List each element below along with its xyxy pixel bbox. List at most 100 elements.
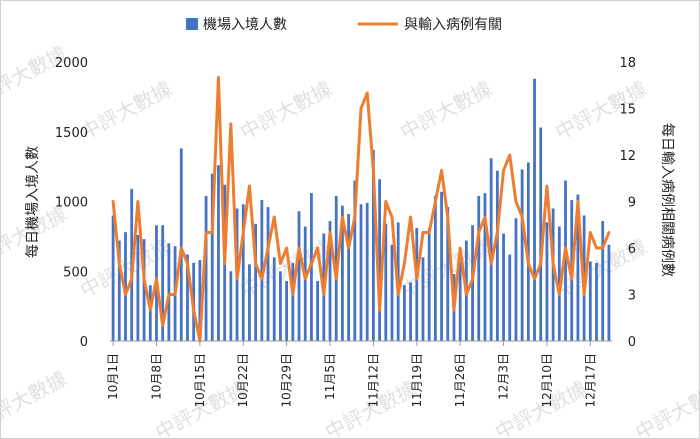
bar-airport-arrivals <box>402 285 406 341</box>
bar-airport-arrivals <box>446 207 450 341</box>
bar-airport-arrivals <box>520 169 524 341</box>
legend-label-bar: 機場入境人數 <box>203 17 287 33</box>
bar-airport-arrivals <box>316 281 320 341</box>
x-tick-label: 11月5日 <box>323 353 337 400</box>
y-right-tick-label: 0 <box>628 335 636 350</box>
bar-airport-arrivals <box>266 207 270 341</box>
y-right-tick-label: 9 <box>628 196 636 211</box>
legend-swatch-bar <box>186 18 198 30</box>
bar-airport-arrivals <box>204 195 208 341</box>
bar-airport-arrivals <box>347 214 350 341</box>
bar-airport-arrivals <box>551 208 555 341</box>
bar-airport-arrivals <box>198 260 202 341</box>
bar-airport-arrivals <box>136 234 140 341</box>
y-right-tick-label: 18 <box>619 56 636 71</box>
bar-airport-arrivals <box>588 261 592 341</box>
bar-airport-arrivals <box>427 228 431 341</box>
bar-airport-arrivals <box>341 205 344 341</box>
bar-airport-arrivals <box>111 215 115 341</box>
bar-airport-arrivals <box>502 233 505 341</box>
x-tick-label: 11月19日 <box>410 353 424 408</box>
bar-airport-arrivals <box>186 254 189 341</box>
bar-airport-arrivals <box>390 244 394 341</box>
bar-airport-arrivals <box>378 179 381 341</box>
x-tick-label: 12月17日 <box>583 353 597 408</box>
bar-airport-arrivals <box>545 222 549 341</box>
x-tick-label: 10月29日 <box>280 353 294 408</box>
x-tick-label: 10月8日 <box>149 353 163 400</box>
bar-airport-arrivals <box>117 240 121 341</box>
bar-airport-arrivals <box>241 204 245 341</box>
bar-airport-arrivals <box>248 264 251 341</box>
bar-airport-arrivals <box>161 225 165 341</box>
bar-airport-arrivals <box>415 228 419 341</box>
bar-airport-arrivals <box>489 158 493 341</box>
bar-airport-arrivals <box>440 191 443 341</box>
bar-airport-arrivals <box>514 218 518 341</box>
bar-airport-arrivals <box>303 226 307 341</box>
bar-airport-arrivals <box>291 262 295 341</box>
bar-airport-arrivals <box>142 239 146 341</box>
y-left-tick-label: 0 <box>80 335 88 350</box>
bar-airport-arrivals <box>353 180 357 341</box>
legend: 機場入境人數 與輸入病例有關 <box>186 17 502 33</box>
bar-airport-arrivals <box>124 232 127 341</box>
bar-airport-arrivals <box>471 225 474 341</box>
bar-airport-arrivals <box>359 204 363 341</box>
y-right-tick-label: 15 <box>619 103 636 118</box>
y-left-tick-label: 500 <box>63 265 88 280</box>
line-series <box>111 76 611 343</box>
axes: 0 500 1000 1500 2000 0 3 6 9 12 15 18 10月1日 10月8日 10月1… <box>25 56 675 408</box>
bar-airport-arrivals <box>495 170 499 341</box>
x-tick-label: 10月22日 <box>236 353 250 408</box>
x-tick-label: 12月3日 <box>497 353 511 400</box>
bar-airport-arrivals <box>526 162 530 341</box>
y-left-axis-title: 每日機場入境人數 <box>25 146 41 258</box>
x-tick-label: 10月1日 <box>106 353 120 400</box>
bar-airport-arrivals <box>272 257 276 341</box>
bar-airport-arrivals <box>279 271 282 341</box>
bar-airport-arrivals <box>365 202 369 341</box>
bar-airport-arrivals <box>576 194 580 341</box>
bar-airport-arrivals <box>372 149 375 341</box>
bar-airport-arrivals <box>483 193 487 341</box>
bar-airport-arrivals <box>607 244 611 341</box>
bar-airport-arrivals <box>421 257 425 341</box>
bar-airport-arrivals <box>254 223 258 341</box>
y-right-tick-label: 3 <box>628 289 636 304</box>
x-tick-label: 10月15日 <box>193 353 207 408</box>
bar-airport-arrivals <box>217 165 220 341</box>
legend-label-line: 與輸入病例有關 <box>404 17 502 33</box>
bar-airport-arrivals <box>179 148 183 341</box>
bar-airport-arrivals <box>595 262 598 341</box>
y-right-tick-label: 6 <box>628 242 636 257</box>
bar-airport-arrivals <box>285 281 289 341</box>
x-tick-label: 11月26日 <box>453 353 467 408</box>
x-tick-label: 11月12日 <box>366 353 380 408</box>
bar-airport-arrivals <box>297 211 301 341</box>
bar-airport-arrivals <box>601 221 605 341</box>
bar-airport-arrivals <box>564 180 567 341</box>
bar-airport-arrivals <box>539 127 543 341</box>
bar-airport-arrivals <box>328 221 332 341</box>
bar-airport-arrivals <box>458 257 462 341</box>
bar-airport-arrivals <box>210 173 214 341</box>
bar-airport-arrivals <box>508 254 512 341</box>
bar-airport-arrivals <box>477 195 481 341</box>
bar-airport-arrivals <box>260 200 264 341</box>
bar-airport-arrivals <box>384 223 388 341</box>
bar-airport-arrivals <box>167 243 171 341</box>
y-left-tick-label: 1000 <box>55 196 88 211</box>
bar-airport-arrivals <box>433 195 437 341</box>
bar-airport-arrivals <box>533 78 536 342</box>
y-left-tick-label: 2000 <box>55 56 88 71</box>
y-right-tick-label: 12 <box>619 149 636 164</box>
bar-airport-arrivals <box>229 271 233 341</box>
bar-airport-arrivals <box>148 285 152 341</box>
y-left-tick-label: 1500 <box>55 126 88 141</box>
bar-airport-arrivals <box>409 282 412 341</box>
x-tick-label: 12月10日 <box>540 353 554 408</box>
y-right-axis-title: 每日輸入病例相關病例數 <box>659 123 675 277</box>
